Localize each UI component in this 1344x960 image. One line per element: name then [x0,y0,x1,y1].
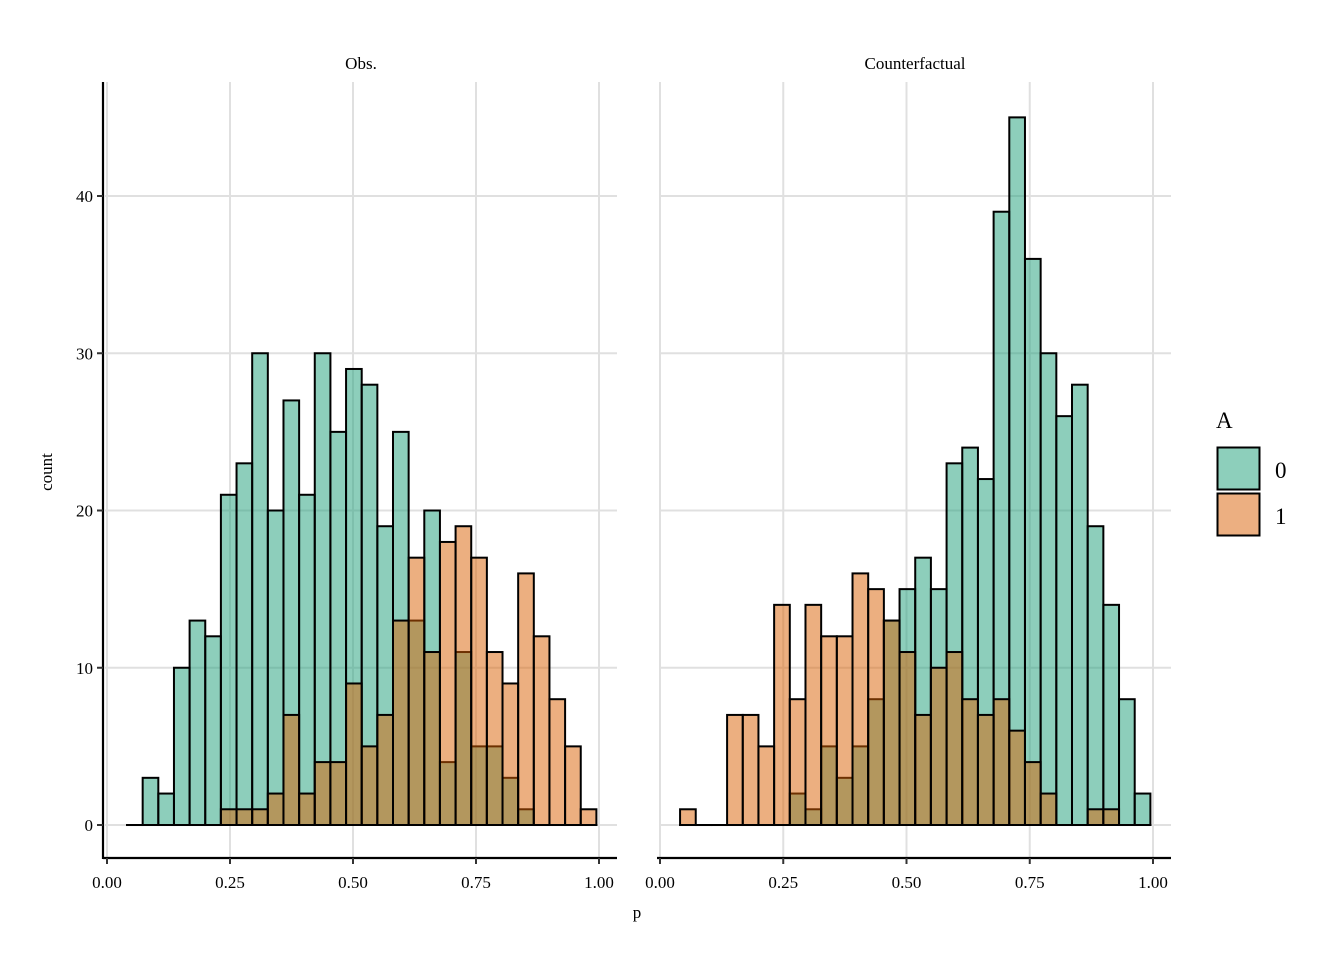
bar-A0-bin-26 [1086,525,1105,826]
legend-title: A [1216,408,1233,433]
bar-A1-bin-8 [804,603,823,826]
bar-A1-bin-0 [679,808,697,827]
bar-A0-bin-5 [204,635,222,826]
panel-title: Obs. [345,54,377,73]
bar-A1-bin-3 [726,713,744,826]
x-tick-label: 0.25 [215,873,245,892]
bar-A1-bin-18 [407,556,426,826]
bar-A1-bin-26 [1086,808,1105,827]
bar-A0-bin-24 [1055,415,1074,826]
y-tick-label: 0 [85,816,94,835]
bar-A1-bin-19 [423,651,441,827]
bar-A1-bin-26 [532,635,551,826]
bar-A1-bin-10 [835,635,854,826]
x-tick-label: 0.75 [461,873,491,892]
bar-A1-bin-13 [329,761,348,826]
bar-A1-bin-22 [1023,761,1042,826]
bar-A0-bin-23 [1039,352,1058,826]
bar-A1-bin-12 [867,588,885,826]
bar-A0-bin-8 [251,352,269,826]
bar-A1-bin-18 [961,698,979,827]
legend-label-0: 0 [1275,458,1287,483]
legend-key-0 [1216,446,1261,491]
panel-counterfactual: Counterfactual 0.00 0.25 0.50 0.75 1.00 [645,54,1171,892]
panel-title: Counterfactual [864,54,965,73]
bar-A1-bin-6 [219,808,238,827]
bar-A1-bin-6 [773,603,791,826]
x-tick-label: 0.00 [92,873,122,892]
bar-A1-bin-12 [313,761,332,826]
bar-A1-bin-21 [454,525,473,826]
bar-A1-bin-20 [438,540,457,826]
x-tick-label: 0.50 [338,873,368,892]
bar-A1-bin-27 [548,698,567,827]
y-tick-label: 30 [76,344,93,363]
bar-A1-bin-17 [945,651,964,827]
x-tick-label: 0.00 [645,873,675,892]
bar-A0-bin-25 [1071,383,1089,826]
bar-A1-bin-5 [757,745,776,826]
bar-A0-bin-12 [313,352,332,826]
bar-A0-bin-6 [219,493,238,826]
bar-A1-bin-10 [282,713,301,826]
bar-A1-bin-13 [882,619,901,827]
y-tick-label: 40 [76,187,93,206]
legend: A 0 1 [1216,408,1287,537]
bar-A0-bin-4 [188,619,207,827]
bar-A0-bin-3 [172,666,191,826]
panel-obs: Obs. 0 10 20 30 40 0.00 0.25 0.50 0.75 1.00 [76,54,617,892]
bar-A0-bin-9 [266,509,285,826]
x-tick-label: 1.00 [1138,873,1168,892]
bar-A1-bin-9 [820,635,838,826]
bar-A1-bin-22 [470,556,488,826]
bar-A1-bin-7 [235,808,254,827]
x-tick-label: 0.75 [1015,873,1045,892]
legend-key-1 [1216,492,1261,537]
bar-A0-bin-27 [1102,603,1121,826]
x-tick-label: 0.50 [892,873,922,892]
bar-A1-bin-23 [1039,792,1058,826]
bar-A0-bin-2 [157,792,175,826]
bar-A1-bin-24 [501,682,520,826]
bar-A1-bin-23 [485,651,504,827]
bar-A1-bin-9 [266,792,285,826]
bar-A0-bin-1 [141,776,160,827]
bar-A1-bin-8 [251,808,269,827]
x-tick-label: 1.00 [584,873,614,892]
bar-A1-bin-27 [1102,808,1121,827]
bar-A1-bin-15 [360,745,379,826]
bar-A1-bin-16 [929,666,948,826]
bar-A1-bin-11 [851,572,870,827]
bar-A0-bin-7 [235,462,254,826]
y-tick-label: 20 [76,502,93,521]
bar-A1-bin-14 [898,651,917,827]
bar-A1-bin-17 [391,619,410,827]
bar-A1-bin-21 [1008,729,1026,827]
bar-A1-bin-25 [517,572,535,827]
bar-A1-bin-29 [579,808,598,827]
bar-A1-bin-16 [376,713,394,826]
bar-A0-bin-21 [1008,116,1026,826]
bar-A1-bin-4 [741,713,760,826]
bar-A1-bin-11 [298,792,316,826]
legend-label-1: 1 [1275,504,1287,529]
bar-A0-bin-11 [298,493,316,826]
bar-A1-bin-7 [788,698,807,827]
bar-A1-bin-20 [992,698,1011,827]
y-tick-label: 10 [76,659,93,678]
bar-A0-bin-22 [1023,257,1042,826]
x-axis-title: p [633,903,642,922]
bar-A1-bin-28 [564,745,582,826]
x-tick-label: 0.25 [768,873,798,892]
bar-A1-bin-19 [976,713,995,826]
bar-A0-bin-29 [1133,792,1152,826]
y-axis-title: count [37,453,56,491]
bar-A0-bin-28 [1118,698,1136,827]
bar-A1-bin-14 [345,682,363,826]
bar-A1-bin-15 [914,713,932,826]
